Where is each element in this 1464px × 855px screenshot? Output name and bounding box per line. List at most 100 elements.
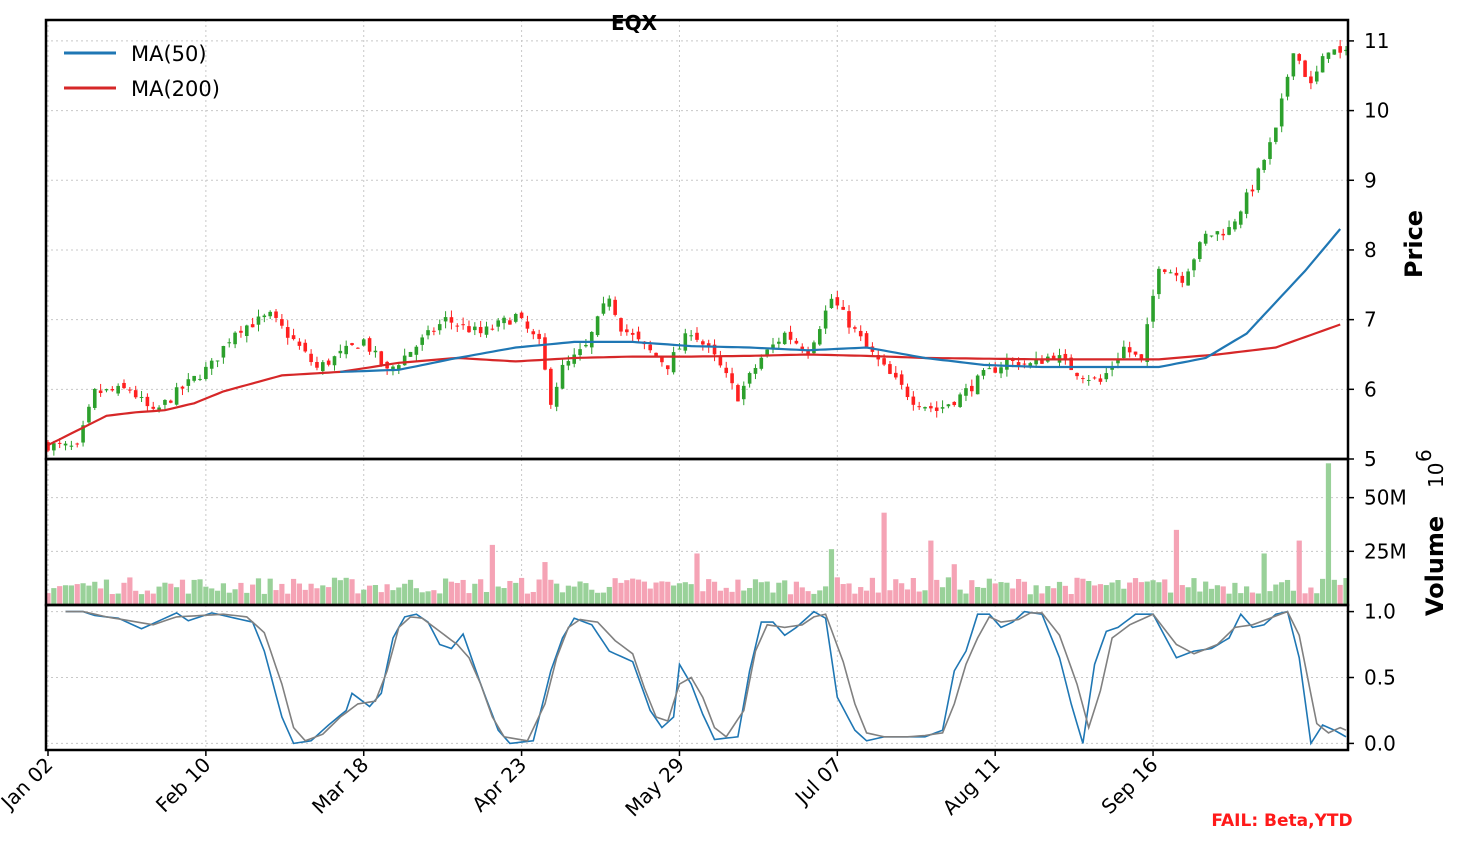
volume-bar: [51, 588, 57, 605]
volume-bar: [103, 579, 110, 605]
volume-bar: [805, 591, 811, 605]
volume-bar: [834, 577, 840, 605]
volume-bar: [45, 593, 51, 605]
candle: [484, 321, 489, 338]
candle: [204, 362, 208, 381]
candle: [683, 328, 688, 354]
volume-bar: [127, 577, 133, 605]
volume-bar: [80, 583, 86, 605]
candle: [426, 325, 430, 340]
candle: [543, 333, 547, 371]
volume-bar: [337, 580, 343, 605]
candle: [1157, 266, 1161, 299]
volume-bar: [542, 562, 548, 605]
candle: [747, 371, 752, 388]
volume-bars: [45, 463, 1349, 605]
volume-bar: [1062, 585, 1068, 605]
candle: [1238, 210, 1243, 229]
volume-bar: [992, 583, 998, 605]
volume-bar: [238, 582, 244, 605]
candle: [1092, 376, 1097, 380]
candle: [800, 343, 805, 354]
volume-bar: [559, 592, 566, 605]
volume-bar: [1191, 578, 1197, 605]
candle: [701, 339, 705, 351]
candle: [508, 317, 512, 325]
volume-bar: [711, 581, 718, 605]
volume-bar: [513, 582, 519, 605]
candle: [373, 346, 378, 358]
volume-bar: [220, 583, 227, 605]
candle: [1285, 74, 1290, 101]
volume-bar: [144, 590, 150, 605]
volume-bar: [407, 579, 414, 605]
candle: [268, 310, 272, 320]
candle: [1104, 367, 1109, 383]
candle: [326, 358, 331, 367]
volume-bar: [1214, 585, 1220, 605]
candle: [601, 296, 606, 316]
volume-bar: [179, 579, 186, 605]
volume-bar: [998, 582, 1004, 605]
candle: [443, 311, 448, 329]
volume-bar: [799, 587, 805, 605]
date-tick-label: Aug 11: [938, 753, 1005, 820]
volume-bar: [349, 579, 355, 605]
volume-bar: [507, 580, 513, 605]
volume-bar: [881, 512, 887, 605]
candle: [332, 355, 337, 371]
candle: [981, 368, 986, 380]
candle: [1215, 230, 1220, 241]
candle: [1262, 158, 1266, 173]
candle: [940, 400, 945, 414]
volume-bar: [1325, 463, 1332, 605]
volume-bar: [659, 581, 665, 605]
candle: [473, 322, 477, 336]
candle: [455, 323, 460, 333]
price-tick-label: 8: [1364, 238, 1377, 262]
candle: [1338, 39, 1342, 59]
candle: [1186, 268, 1190, 286]
volume-bar: [1337, 584, 1343, 605]
volume-bar: [1173, 529, 1180, 605]
volume-bar: [226, 592, 232, 605]
volume-bar: [752, 579, 759, 605]
candle: [607, 295, 612, 311]
volume-bar: [1021, 581, 1028, 605]
candle: [215, 360, 220, 368]
candle: [554, 382, 559, 412]
volume-bar: [1203, 581, 1209, 605]
volume-bar: [916, 591, 922, 605]
volume-bar: [57, 586, 63, 605]
volume-bar: [472, 583, 478, 605]
price-tick-label: 10: [1364, 99, 1389, 123]
candle: [812, 340, 816, 356]
volume-bar: [1244, 586, 1250, 605]
volume-bar: [776, 582, 782, 605]
volume-bar: [442, 578, 449, 605]
candle: [397, 363, 401, 375]
volume-bar: [1290, 590, 1296, 605]
candle: [1221, 228, 1226, 241]
volume-bar: [928, 540, 934, 605]
oscillator-gridlines: [46, 605, 1348, 750]
price-tick-label: 11: [1364, 29, 1389, 53]
volume-bar: [782, 580, 788, 605]
volume-bar: [302, 589, 308, 605]
volume-bar: [1080, 578, 1086, 605]
candlesticks: [46, 39, 1348, 456]
candle: [1244, 188, 1249, 219]
candle: [771, 337, 775, 354]
candle: [437, 319, 442, 335]
candle: [239, 325, 243, 338]
volume-bar: [1015, 578, 1022, 605]
candle: [1233, 218, 1237, 232]
candle: [1198, 241, 1202, 262]
date-tick-label: Sep 16: [1096, 753, 1162, 819]
candle: [1256, 167, 1261, 193]
volume-bar: [1302, 593, 1308, 605]
volume-bar: [448, 581, 455, 605]
date-tick-label: Jul 07: [789, 753, 847, 811]
volume-bar: [1103, 585, 1109, 605]
volume-bar: [261, 593, 267, 605]
